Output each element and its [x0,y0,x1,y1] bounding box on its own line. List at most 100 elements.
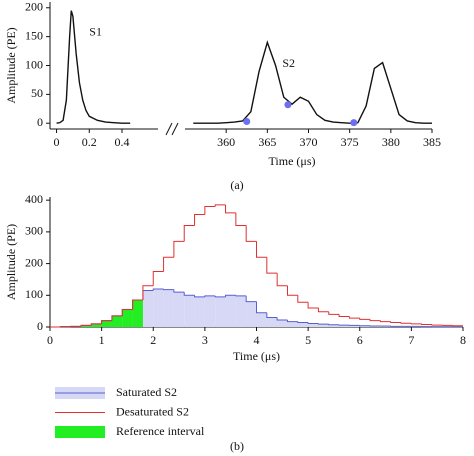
bin-outline [183,225,195,242]
bin-outline [111,315,123,321]
y-tick-label: 200 [25,255,43,269]
bin-fill [235,295,247,327]
bin-fill [328,324,340,327]
bin-outline [152,288,164,291]
y-tick-label: 200 [25,0,43,14]
bin-fill [204,295,216,327]
bin-outline [245,225,257,242]
legend-label: Saturated S2 [116,385,177,399]
bin-outline [80,324,92,327]
y-tick-label: 100 [25,287,43,301]
bin-outline [431,324,443,326]
waveform [56,10,131,124]
bin-outline [307,322,319,325]
bin-outline [379,320,391,323]
x-tick-label: 375 [341,135,359,149]
bin-outline [194,295,205,298]
x-tick-label: 2 [150,333,156,347]
x-tick-label: 3 [202,333,208,347]
bin-outline [276,273,288,287]
bin-outline [90,323,102,326]
y-tick-label: 400 [25,192,43,206]
x-axis-label: Time (μs) [269,154,316,168]
marker [284,101,292,109]
bin-outline [348,316,360,319]
x-tick-label: 0.4 [115,135,130,149]
bin-outline [276,317,288,321]
marker [243,117,251,125]
bin-outline [266,312,278,318]
bin-outline [328,324,340,326]
bin-outline [317,323,329,325]
x-tick-label: 8 [460,333,466,347]
bin-fill [339,325,350,327]
bin-outline [256,241,267,258]
legend-label: Reference interval [116,424,205,438]
bin-outline [369,319,381,322]
bin-fill [132,300,143,327]
bin-outline [173,289,185,293]
bin-fill [194,296,205,327]
bin-outline [317,307,329,313]
y-tick-label: 50 [31,86,43,100]
bin-fill [349,325,360,327]
signal-label: S2 [282,56,295,70]
bin-outline [101,320,112,324]
legend-swatch [55,426,105,438]
marker [350,119,358,127]
x-tick-label: 5 [305,333,311,347]
bin-fill [318,324,329,327]
bin-outline [173,240,185,258]
x-tick-label: 0 [54,135,60,149]
bin-outline [297,321,309,324]
x-tick-label: 0 [47,333,53,347]
x-tick-label: 6 [357,333,363,347]
bin-outline [152,271,164,286]
bin-outline [214,204,226,207]
bin-outline [194,213,205,226]
x-tick-label: 380 [382,135,400,149]
bin-fill [122,309,133,327]
y-tick-label: 300 [25,224,43,238]
bin-fill [246,301,257,327]
bin-outline [245,295,257,303]
x-tick-label: 385 [423,135,441,149]
bin-outline [359,318,371,320]
legend-label: Desaturated S2 [116,404,189,418]
bin-outline [286,320,298,323]
bin-fill [91,323,102,327]
bin-fill [142,290,154,327]
bin-fill [256,312,267,327]
x-tick-label: 0.2 [82,135,97,149]
bin-outline [121,309,133,316]
y-axis-label: Amplitude (PE) [4,27,18,103]
bin-fill [359,325,371,327]
bin-outline [163,256,174,272]
caption: (b) [230,439,244,453]
waveform [193,40,432,124]
bin-outline [286,285,298,296]
bin-outline [214,295,226,298]
x-tick-label: 4 [254,333,260,347]
bin-outline [297,295,309,303]
axis-break [165,122,173,136]
y-tick-label: 150 [25,28,43,42]
bin-outline [163,288,174,291]
x-tick-label: 1 [99,333,105,347]
y-tick-label: 0 [37,319,43,333]
bin-fill [101,320,112,327]
bin-outline [235,295,247,297]
x-axis-label: Time (μs) [233,349,280,363]
bin-fill [153,288,164,327]
bin-outline [421,323,433,325]
bin-fill [184,295,195,327]
bin-fill [225,295,236,327]
x-tick-label: 365 [258,135,276,149]
bin-fill [308,323,319,327]
bin-outline [390,321,402,324]
bin-fill [215,296,226,327]
bin-fill [287,321,298,327]
bin-outline [235,212,247,227]
bin-fill [266,317,278,327]
